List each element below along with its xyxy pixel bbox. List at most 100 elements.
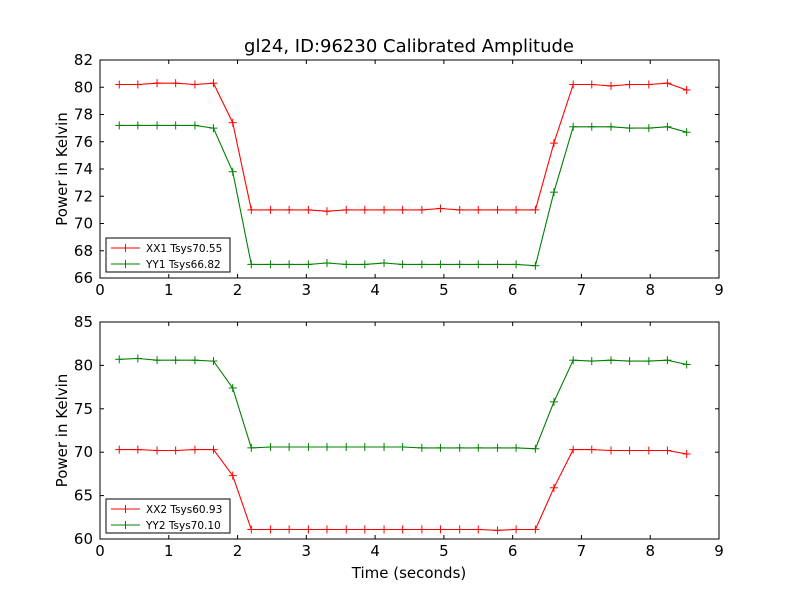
data-point-marker [531,261,540,270]
y-tick-label: 80 [74,356,93,374]
y-tick-label: 78 [74,106,93,124]
data-point-marker [474,260,483,269]
data-point-marker [360,205,369,214]
y-tick-label: 85 [74,313,93,331]
data-point-marker [380,525,389,534]
data-point-marker [436,260,445,269]
data-point-marker [569,80,578,89]
data-point-marker [455,525,464,534]
data-point-marker [360,260,369,269]
y-tick-label: 72 [74,187,93,205]
data-point-marker [247,205,256,214]
data-point-marker [436,204,445,213]
data-point-marker [266,260,275,269]
x-tick-label: 3 [302,542,312,560]
data-point-marker [398,260,407,269]
data-point-marker [512,525,521,534]
data-point-marker [360,525,369,534]
legend: XX1 Tsys70.55 YY1 Tsys66.82 [105,237,231,273]
data-point-marker [115,355,124,364]
data-point-marker [663,122,672,131]
x-tick-label: 9 [714,542,724,560]
x-tick-label: 6 [508,281,518,299]
legend-box [105,498,231,534]
data-point-marker [342,442,351,451]
data-point-marker [153,446,162,455]
data-point-marker [398,525,407,534]
x-tick-label: 7 [577,542,587,560]
data-point-marker [133,80,142,89]
data-point-marker [380,259,389,268]
data-point-marker [417,525,426,534]
data-point-marker [398,442,407,451]
data-point-marker [569,356,578,365]
data-point-marker [436,443,445,452]
data-point-marker [417,205,426,214]
data-point-marker [417,260,426,269]
x-tick-label: 1 [164,542,174,560]
data-point-marker [455,205,464,214]
y-tick-label: 80 [74,78,93,96]
data-point-marker [493,205,502,214]
x-tick-label: 2 [233,542,243,560]
data-point-marker [322,442,331,451]
y-tick-label: 65 [74,487,93,505]
data-point-marker [133,354,142,363]
data-point-marker [625,357,634,366]
y-axis-label: Power in Kelvin [53,374,71,488]
data-point-marker [133,445,142,454]
data-point-marker [587,122,596,131]
data-point-marker [171,356,180,365]
figure-title: gl24, ID:96230 Calibrated Amplitude [244,36,574,57]
x-tick-label: 5 [439,542,449,560]
data-point-marker [549,139,558,148]
x-tick-label: 5 [439,281,449,299]
data-point-marker [474,443,483,452]
data-point-marker [380,205,389,214]
data-point-marker [663,446,672,455]
data-point-marker [360,442,369,451]
y-tick-label: 68 [74,242,93,260]
data-point-marker [266,442,275,451]
data-point-marker [228,383,237,392]
data-point-marker [398,205,407,214]
data-point-marker [209,445,218,454]
data-point-marker [682,128,691,137]
data-point-marker [682,449,691,458]
legend-label: YY1 Tsys66.82 [145,259,221,271]
data-point-marker [209,357,218,366]
data-point-marker [607,446,616,455]
data-point-marker [644,357,653,366]
data-point-marker [171,121,180,130]
x-tick-label: 1 [164,281,174,299]
x-tick-label: 0 [95,281,105,299]
data-point-marker [266,525,275,534]
data-point-marker [625,446,634,455]
data-point-marker [285,525,294,534]
data-point-marker [342,205,351,214]
x-tick-label: 2 [233,281,243,299]
y-tick-label: 75 [74,400,93,418]
data-point-marker [417,443,426,452]
data-point-marker [115,80,124,89]
data-point-marker [587,445,596,454]
data-point-marker [133,121,142,130]
data-point-marker [607,122,616,131]
data-point-marker [531,444,540,453]
x-tick-label: 0 [95,542,105,560]
data-point-marker [607,356,616,365]
data-point-marker [266,205,275,214]
x-tick-label: 9 [714,281,724,299]
data-point-marker [512,205,521,214]
data-point-marker [190,80,199,89]
data-point-marker [153,121,162,130]
data-point-marker [569,445,578,454]
data-point-marker [512,260,521,269]
data-point-marker [455,443,464,452]
data-point-marker [587,80,596,89]
legend: XX2 Tsys60.93 YY2 Tsys70.10 [105,498,231,534]
data-point-marker [190,356,199,365]
x-tick-label: 4 [370,281,380,299]
data-point-marker [587,357,596,366]
data-point-marker [171,446,180,455]
